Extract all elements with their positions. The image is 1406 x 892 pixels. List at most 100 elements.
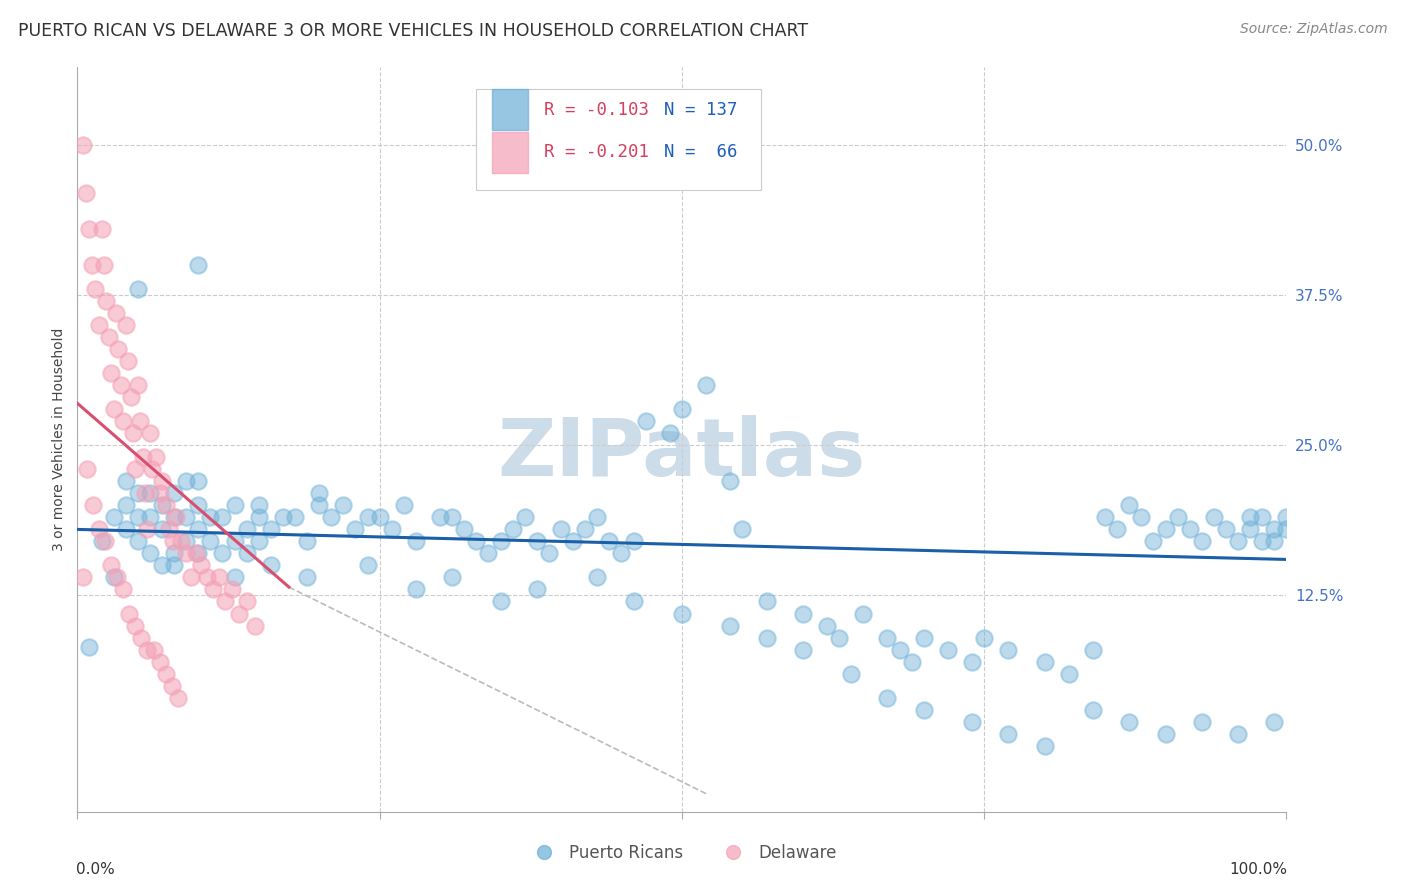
- Point: [155, 666, 177, 681]
- Point: [105, 570, 128, 584]
- Point: [200, 510, 222, 524]
- Point: [815, 618, 838, 632]
- Text: 100.0%: 100.0%: [1230, 863, 1288, 878]
- Point: [150, 523, 173, 537]
- Point: [792, 642, 814, 657]
- Point: [453, 523, 475, 537]
- Point: [634, 414, 657, 428]
- Point: [1107, 523, 1129, 537]
- Point: [142, 642, 165, 657]
- Point: [1178, 523, 1201, 537]
- Point: [166, 690, 188, 705]
- Point: [405, 582, 427, 597]
- Point: [477, 546, 499, 560]
- Point: [828, 631, 851, 645]
- Point: [136, 642, 159, 657]
- Point: [72, 570, 94, 584]
- Point: [103, 402, 125, 417]
- Point: [598, 534, 620, 549]
- Point: [187, 523, 209, 537]
- Point: [876, 690, 898, 705]
- Point: [211, 546, 233, 560]
- Point: [574, 523, 596, 537]
- Point: [174, 546, 197, 560]
- Point: [208, 570, 231, 584]
- Point: [110, 378, 132, 392]
- Text: N =  66: N = 66: [664, 144, 737, 161]
- Point: [129, 414, 152, 428]
- Point: [550, 523, 572, 537]
- FancyBboxPatch shape: [492, 132, 529, 172]
- Point: [214, 594, 236, 608]
- Point: [174, 475, 197, 489]
- Point: [97, 330, 120, 344]
- Legend: Puerto Ricans, Delaware: Puerto Ricans, Delaware: [520, 838, 844, 869]
- Point: [1263, 534, 1285, 549]
- Point: [139, 426, 162, 441]
- Point: [852, 607, 875, 621]
- Point: [1081, 703, 1104, 717]
- Point: [141, 462, 163, 476]
- Point: [284, 510, 307, 524]
- Point: [174, 510, 197, 524]
- Point: [79, 222, 101, 236]
- Point: [392, 499, 415, 513]
- Point: [139, 510, 162, 524]
- Point: [513, 510, 536, 524]
- Point: [103, 570, 125, 584]
- FancyBboxPatch shape: [492, 89, 529, 130]
- Point: [163, 546, 186, 560]
- Point: [1239, 523, 1261, 537]
- Point: [960, 655, 983, 669]
- Point: [157, 523, 180, 537]
- Point: [90, 534, 112, 549]
- Point: [224, 499, 246, 513]
- Point: [247, 534, 270, 549]
- Point: [586, 510, 609, 524]
- Point: [112, 582, 135, 597]
- Point: [308, 499, 330, 513]
- Point: [1202, 510, 1225, 524]
- Point: [166, 510, 188, 524]
- Point: [429, 510, 451, 524]
- Point: [695, 378, 717, 392]
- Point: [100, 558, 122, 573]
- Point: [936, 642, 959, 657]
- Point: [332, 499, 354, 513]
- Point: [912, 631, 935, 645]
- Point: [87, 523, 110, 537]
- Point: [973, 631, 995, 645]
- Point: [718, 475, 741, 489]
- Point: [114, 523, 136, 537]
- Point: [610, 546, 633, 560]
- Point: [1227, 726, 1250, 740]
- Point: [344, 523, 367, 537]
- Point: [127, 378, 149, 392]
- Point: [93, 258, 115, 272]
- Point: [889, 642, 911, 657]
- Point: [131, 631, 153, 645]
- Point: [792, 607, 814, 621]
- Point: [187, 258, 209, 272]
- Point: [623, 594, 645, 608]
- Point: [170, 534, 193, 549]
- Point: [537, 546, 560, 560]
- Point: [718, 618, 741, 632]
- Point: [118, 607, 141, 621]
- Point: [1154, 523, 1177, 537]
- Point: [295, 534, 318, 549]
- Point: [76, 462, 98, 476]
- Point: [1142, 534, 1164, 549]
- Point: [1081, 642, 1104, 657]
- Point: [1033, 655, 1056, 669]
- Point: [308, 486, 330, 500]
- Point: [155, 499, 177, 513]
- Point: [1057, 666, 1080, 681]
- Point: [228, 607, 250, 621]
- Point: [150, 475, 173, 489]
- Point: [658, 426, 681, 441]
- Point: [671, 607, 693, 621]
- Point: [997, 726, 1019, 740]
- Point: [96, 294, 118, 309]
- Point: [247, 510, 270, 524]
